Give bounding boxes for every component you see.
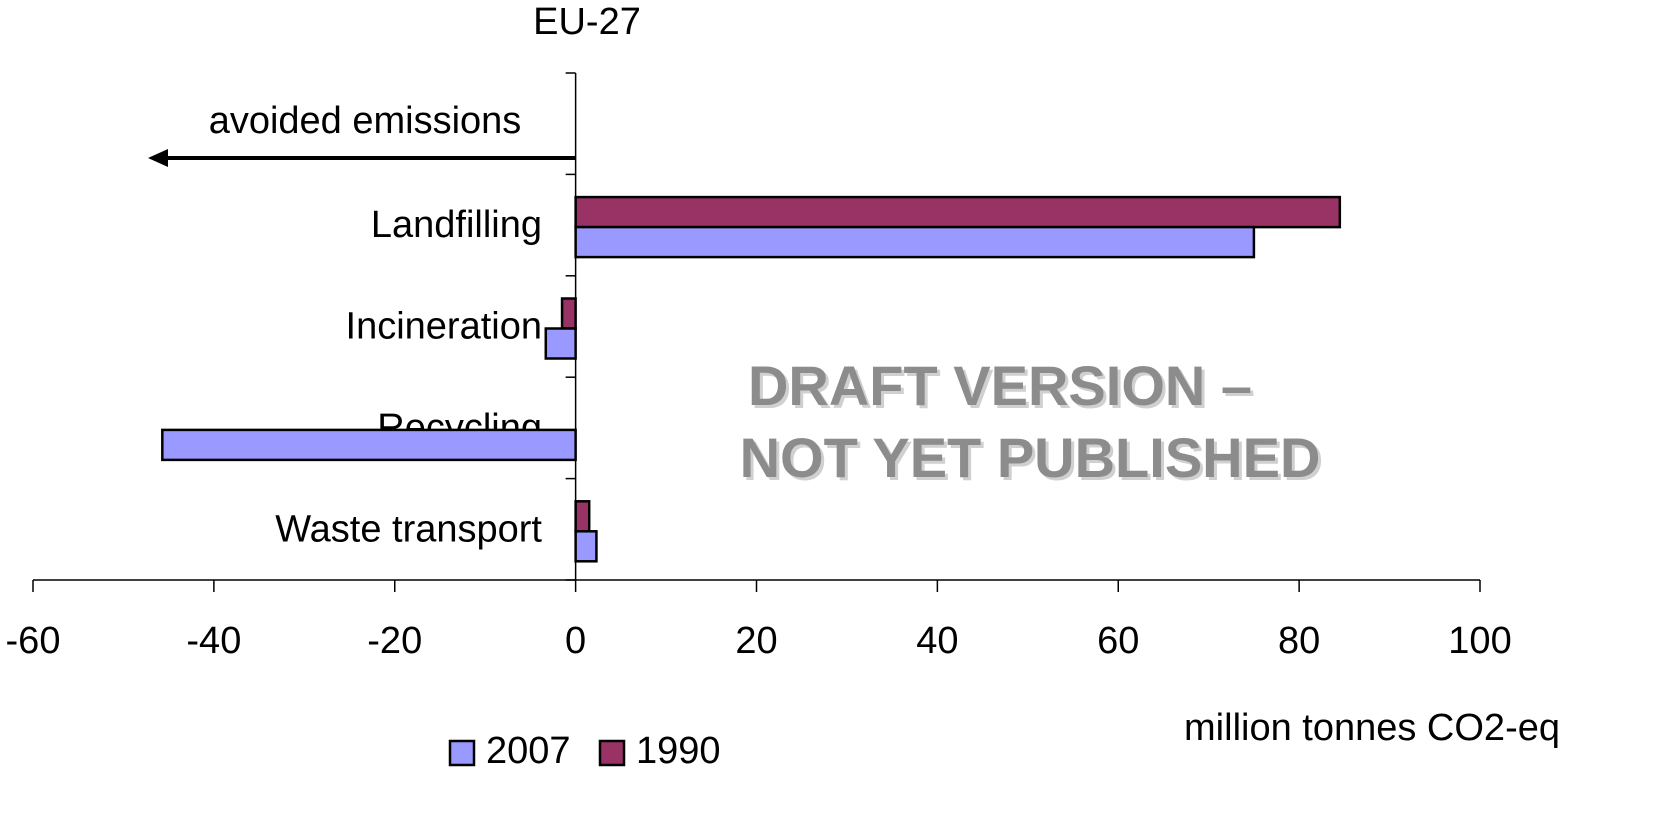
bar <box>161 428 577 462</box>
legend-swatch <box>448 739 476 767</box>
arrow-head <box>148 149 168 167</box>
x-axis-title: million tonnes CO2-eq <box>1184 707 1560 749</box>
x-tick-label: 60 <box>1097 620 1139 662</box>
x-tick-label: 100 <box>1448 620 1511 662</box>
y-tick-label: Incineration <box>346 306 542 348</box>
bar <box>574 195 1342 229</box>
annotation: avoided emissions <box>209 100 522 142</box>
x-tick-label: 40 <box>916 620 958 662</box>
watermark-shadow: NOT YET PUBLISHED <box>743 429 1324 492</box>
legend-label: 2007 <box>486 730 571 772</box>
bar <box>574 225 1256 259</box>
legend-swatch <box>598 739 626 767</box>
legend-label: 1990 <box>636 730 721 772</box>
watermark-shadow: DRAFT VERSION – <box>751 357 1255 420</box>
chart-title: EU-27 <box>533 1 641 43</box>
bar <box>574 530 598 563</box>
x-tick-label: 80 <box>1278 620 1320 662</box>
x-tick-label: 20 <box>735 620 777 662</box>
x-tick-label: -60 <box>6 620 61 662</box>
x-tick-label: 0 <box>565 620 586 662</box>
x-tick-label: -20 <box>367 620 422 662</box>
watermark: NOT YET PUBLISHED <box>740 426 1321 489</box>
y-tick-label: Landfilling <box>371 204 542 246</box>
bar <box>560 297 577 330</box>
bar <box>544 327 577 360</box>
x-tick-label: -40 <box>186 620 241 662</box>
y-tick-label: Waste transport <box>275 508 542 550</box>
bar <box>574 500 591 533</box>
watermark: DRAFT VERSION – <box>748 354 1252 417</box>
